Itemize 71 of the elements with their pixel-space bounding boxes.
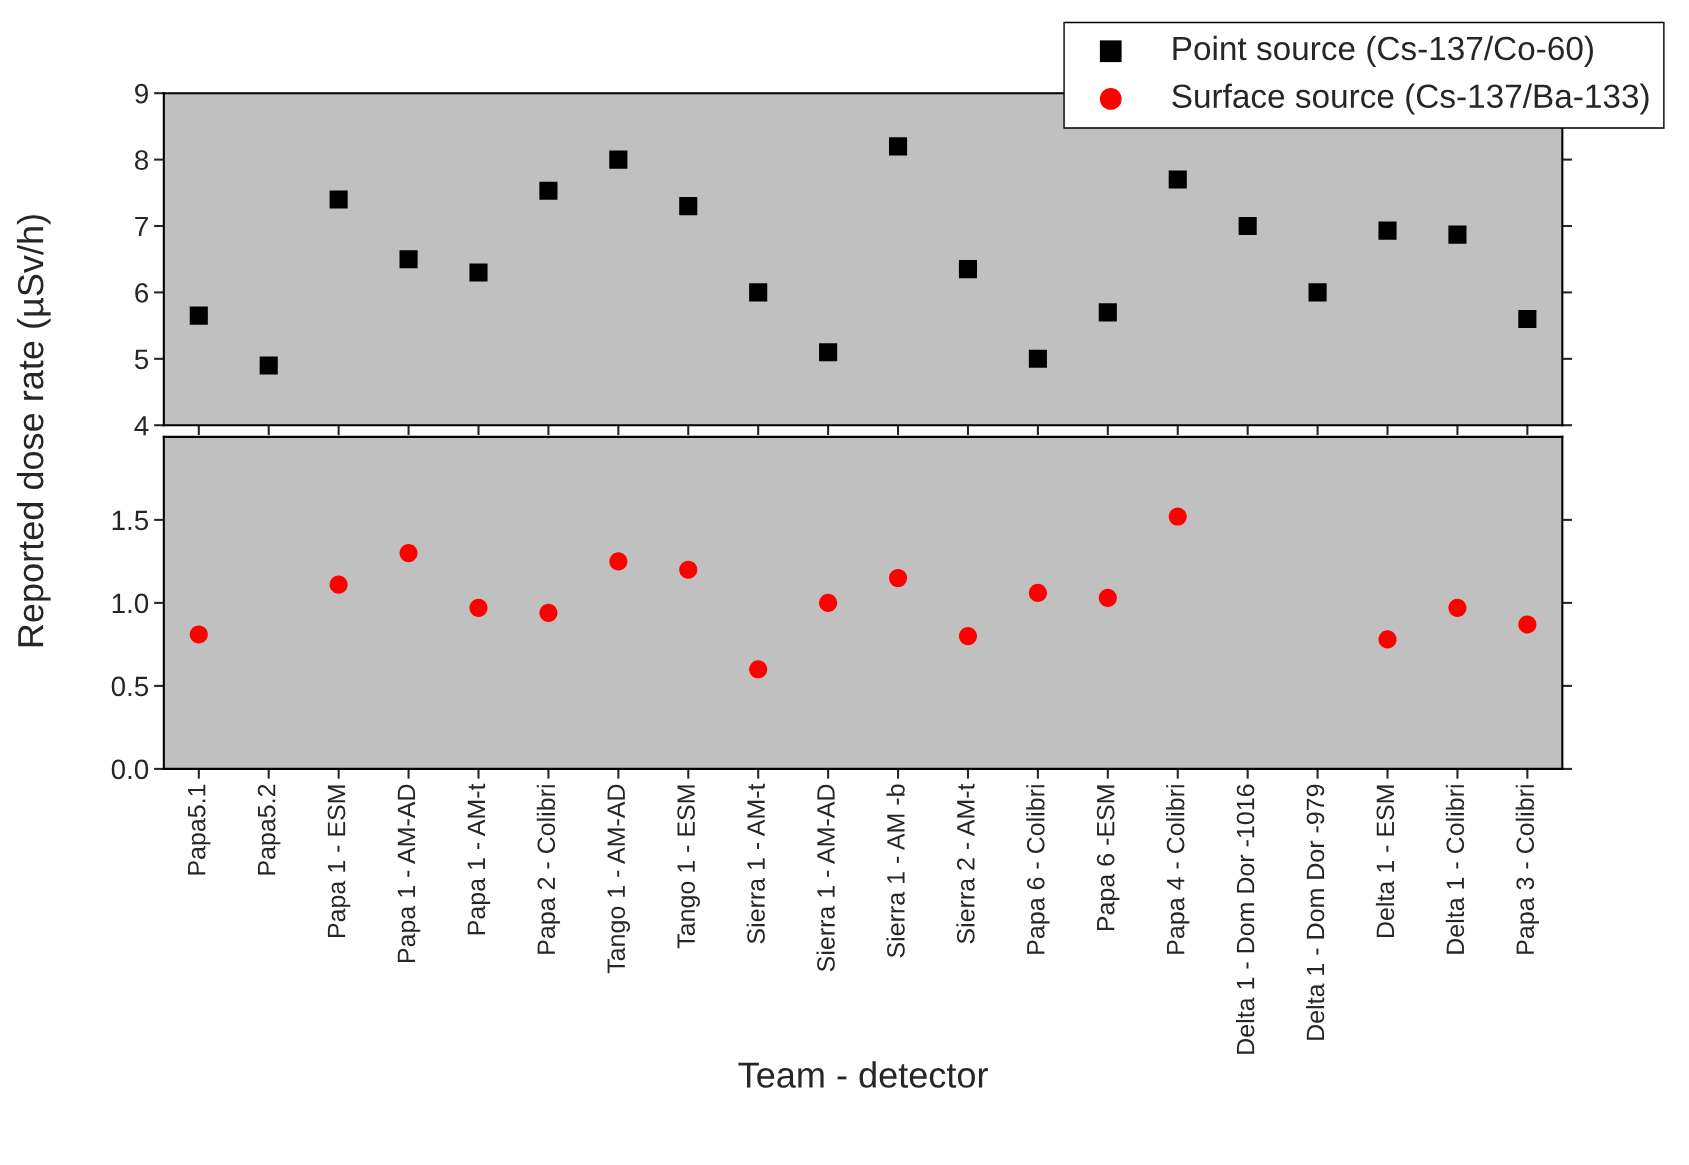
point [329,575,348,594]
x-tick-label: Papa5.2 [257,784,281,875]
point [539,181,558,200]
point [888,568,908,588]
y-tick-label: 7 [135,216,148,237]
point [819,593,838,612]
x-tick-label: Delta 1 - Colibri [1445,785,1465,954]
point [189,306,208,325]
point [189,625,208,644]
legend-label: Surface source (Cs-137/Ba-133) [1172,83,1649,115]
point [1378,630,1397,649]
x-tick-label: Delta 1 - ESM [1375,785,1395,938]
x-tick-label: Papa 6 -ESM [1096,785,1120,931]
point [1168,170,1187,189]
point [399,250,418,269]
point [469,598,488,617]
y-tick-label: 5 [134,349,149,370]
point [958,627,978,646]
point [1518,615,1537,634]
x-tick-label: Papa 1 - AM-t [467,783,491,935]
x-tick-label: Papa 1 - ESM [327,785,351,938]
y-tick-label: 6 [135,283,149,303]
point [749,283,768,302]
x-tick-label: Delta 1 - Dom Dor -979 [1305,784,1325,1040]
point [1308,283,1327,302]
point [1448,598,1467,617]
point [958,260,978,279]
legend-label: Point source (Cs-137/Co-60) [1173,35,1593,67]
point [679,560,698,579]
y-tick-label: 4 [134,416,149,436]
x-tick-label: Papa 3 - Colibri [1515,785,1540,954]
x-tick-label: Sierra 2 - AM-t [956,783,975,944]
y-tick-label: 0.5 [111,676,149,697]
point [1238,216,1257,236]
point [329,190,348,209]
point [1518,309,1537,329]
point [399,544,418,563]
point [259,356,278,375]
point [609,552,628,571]
x-axis-title: Team - detector [738,1061,988,1088]
point [819,343,838,362]
point [1378,221,1397,240]
x-tick-label: Papa5.1 [188,784,211,875]
point [609,150,628,169]
point [1168,507,1187,526]
point [888,137,908,156]
x-tick-label: Sierra 1 - AM -b [886,784,905,958]
point [1098,588,1117,607]
y-tick-label: 0.0 [111,759,149,780]
y-tick-label: 1.0 [112,593,149,614]
point [1098,303,1117,322]
point [679,197,698,216]
y-tick-label: 1.5 [112,510,149,531]
y-tick-label: 9 [135,83,148,104]
x-tick-label: Papa 6 - Colibri [1026,785,1050,954]
x-tick-label: Papa 2 - Colibri [536,785,561,954]
x-tick-label: Tango 1 - ESM [677,785,700,949]
x-tick-label: Delta 1 - Dom Dor -1016 [1236,784,1255,1054]
point [1028,583,1047,602]
y-axis-title: Reported dose rate (µSv/h) [16,215,51,647]
y-tick-label: 8 [135,150,149,170]
x-tick-label: Papa 4 - Colibri [1166,785,1190,954]
point [749,660,768,679]
x-tick-label: Tango 1 - AM-AD [607,784,630,974]
point [1448,225,1467,244]
point [469,263,488,282]
x-tick-label: Sierra 1 - AM-AD [816,784,835,972]
x-tick-label: Papa 1 - AM-AD [397,784,421,963]
point [539,603,558,622]
x-tick-label: Sierra 1 - AM-t [746,783,765,944]
point [1028,349,1047,368]
